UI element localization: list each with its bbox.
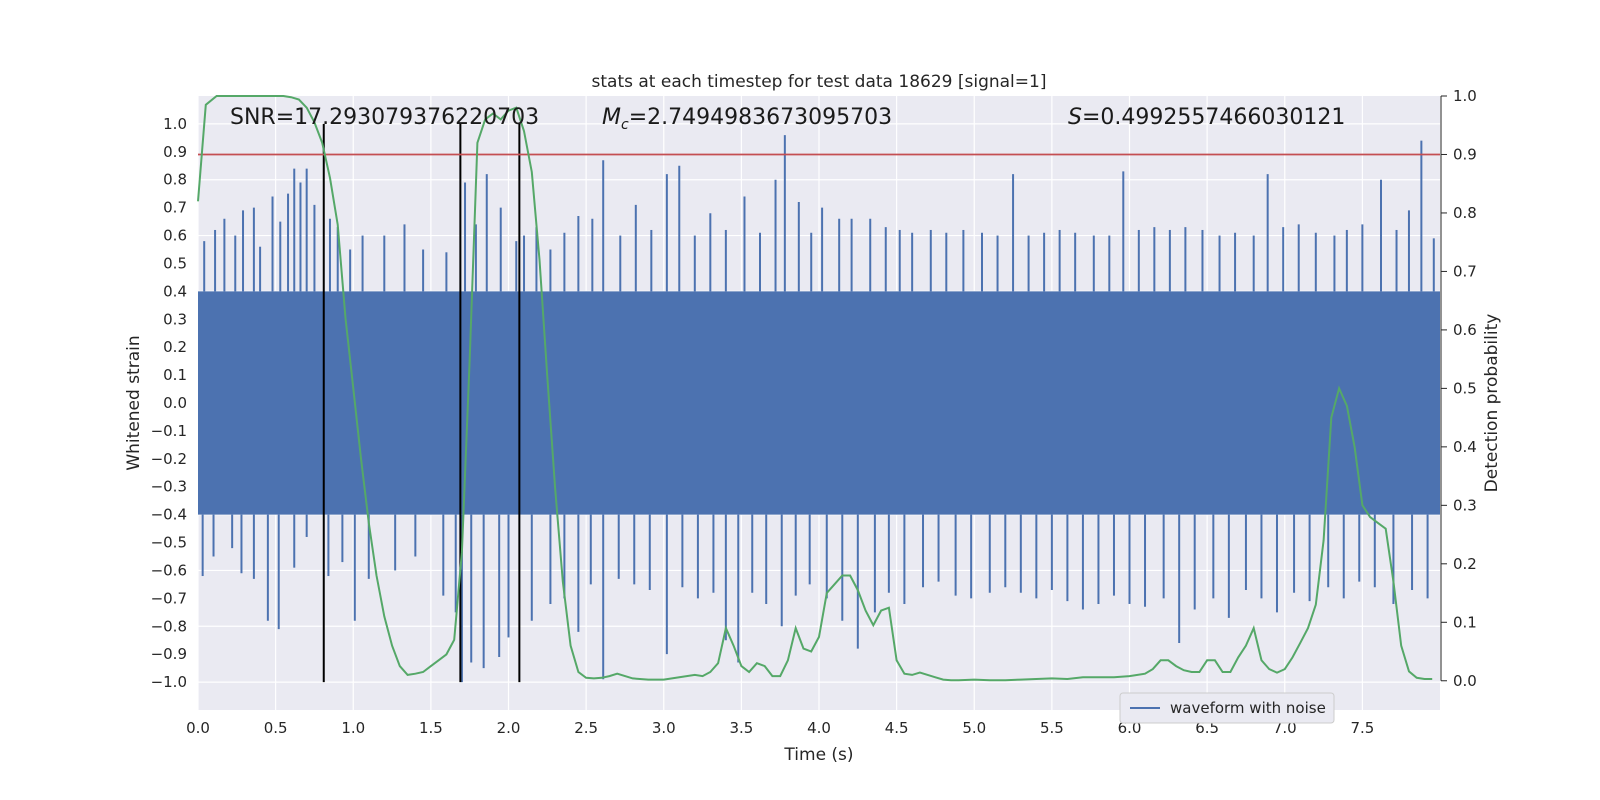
probability-line — [197, 95, 1433, 682]
y2-tick-label: 0.9 — [1453, 145, 1477, 163]
probability-series — [197, 95, 1433, 682]
x-tick-label: 2.0 — [497, 719, 521, 737]
vertical-markers — [322, 123, 521, 683]
y-tick-label: −0.7 — [151, 589, 187, 607]
x-tick-labels: 0.0 0.5 1.0 1.5 2.0 2.5 3.0 3.5 4.0 4.5 5.0 5.5 6.0 6… — [186, 719, 1374, 737]
chirp-mass-value: =2.7494983673095703 — [629, 105, 892, 130]
y2-tick-label: 0.0 — [1453, 672, 1477, 690]
x-tick-label: 3.5 — [729, 719, 753, 737]
x-axis-label: Time (s) — [783, 745, 853, 765]
x-tick-label: 1.5 — [419, 719, 443, 737]
score-annotation: S=0.4992557466030121 — [1068, 105, 1345, 130]
y2-axis-label: Detection probability — [1482, 314, 1502, 493]
y-tick-label: 0.0 — [163, 394, 187, 412]
y-tick-label: −1.0 — [151, 673, 187, 691]
chirp-mass-annotation: Mc=2.7494983673095703 — [602, 105, 892, 133]
y2-tick-label: 0.5 — [1453, 379, 1477, 397]
chart-title: stats at each timestep for test data 186… — [592, 72, 1047, 92]
score-symbol: S — [1068, 105, 1082, 130]
y-tick-label: −0.1 — [151, 422, 187, 440]
y2-tick-label: 0.8 — [1453, 204, 1477, 222]
chirp-mass-symbol: M — [602, 105, 621, 130]
y-axis-label: Whitened strain — [124, 335, 144, 470]
x-tick-label: 5.5 — [1040, 719, 1064, 737]
y-tick-labels: 1.0 0.9 0.8 0.7 0.6 0.5 0.4 0.3 0.2 0.1 0.0 −0.1 −0.… — [151, 115, 187, 691]
y-tick-label: −0.2 — [151, 450, 187, 468]
legend-label: waveform with noise — [1170, 699, 1326, 717]
y-tick-label: −0.6 — [151, 561, 187, 579]
x-tick-label: 7.5 — [1350, 719, 1374, 737]
x-tick-label: 3.0 — [652, 719, 676, 737]
legend: waveform with noise — [1119, 692, 1335, 724]
y-tick-label: 1.0 — [163, 115, 187, 133]
y2-tick-label: 0.3 — [1453, 496, 1477, 514]
x-tick-label: 5.0 — [962, 719, 986, 737]
x-tick-label: 2.5 — [574, 719, 598, 737]
y-tick-label: 0.1 — [163, 366, 187, 384]
y-tick-label: 0.6 — [163, 227, 187, 245]
x-tick-label: 4.0 — [807, 719, 831, 737]
chirp-mass-subscript: c — [621, 117, 629, 133]
y-tick-label: 0.2 — [163, 338, 187, 356]
x-tick-label: 0.0 — [186, 719, 210, 737]
y-tick-label: 0.9 — [163, 143, 187, 161]
legend-box — [1119, 692, 1335, 724]
waveform-series — [198, 135, 1440, 683]
y-tick-label: 0.8 — [163, 171, 187, 189]
y-tick-label: 0.7 — [163, 199, 187, 217]
y2-tick-label: 1.0 — [1453, 87, 1477, 105]
waveform-noise-band — [198, 291, 1440, 515]
y-tick-label: −0.4 — [151, 506, 187, 524]
snr-annotation: SNR=17.293079376220703 — [230, 105, 539, 130]
y-tick-label: −0.3 — [151, 478, 187, 496]
y-tick-label: −0.8 — [151, 617, 187, 635]
y-tick-label: −0.5 — [151, 534, 187, 552]
y2-tick-labels: 1.0 0.9 0.8 0.7 0.6 0.5 0.4 0.3 0.2 0.1 0.0 — [1440, 87, 1477, 690]
y2-tick-label: 0.1 — [1453, 613, 1477, 631]
y-tick-label: −0.9 — [151, 645, 187, 663]
y2-tick-label: 0.7 — [1453, 262, 1477, 280]
y2-tick-label: 0.6 — [1453, 321, 1477, 339]
y-tick-label: 0.4 — [163, 282, 187, 300]
x-tick-label: 0.5 — [264, 719, 288, 737]
x-tick-label: 1.0 — [341, 719, 365, 737]
y-tick-label: 0.3 — [163, 310, 187, 328]
x-tick-label: 4.5 — [885, 719, 909, 737]
y2-tick-label: 0.4 — [1453, 438, 1477, 456]
y-tick-label: 0.5 — [163, 254, 187, 272]
y2-tick-label: 0.2 — [1453, 555, 1477, 573]
score-value: =0.4992557466030121 — [1082, 105, 1345, 130]
